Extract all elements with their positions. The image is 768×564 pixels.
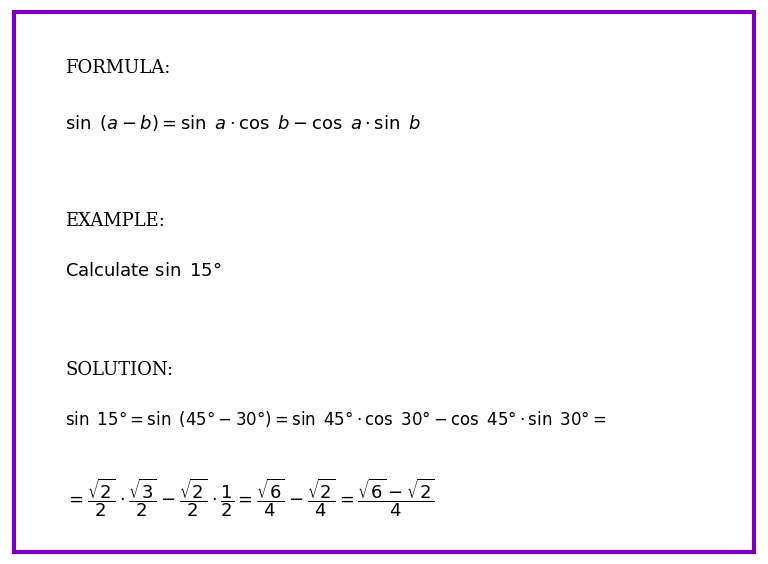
Text: FORMULA:: FORMULA: [65, 59, 170, 77]
Text: SOLUTION:: SOLUTION: [65, 361, 174, 379]
Text: $\sin \ (a - b) = \sin \ a \cdot \cos \ b - \cos \ a \cdot \sin \ b$: $\sin \ (a - b) = \sin \ a \cdot \cos \ … [65, 113, 422, 133]
Text: $\mathrm{Calculate} \ \sin \ 15°$: $\mathrm{Calculate} \ \sin \ 15°$ [65, 262, 222, 280]
Text: $\sin \ 15° = \sin \ (45° - 30°) = \sin \ 45° \cdot \cos \ 30° - \cos \ 45° \cdo: $\sin \ 15° = \sin \ (45° - 30°) = \sin … [65, 409, 607, 429]
Text: $= \dfrac{\sqrt{2}}{2} \cdot \dfrac{\sqrt{3}}{2} - \dfrac{\sqrt{2}}{2} \cdot \df: $= \dfrac{\sqrt{2}}{2} \cdot \dfrac{\sqr… [65, 477, 435, 519]
Text: EXAMPLE:: EXAMPLE: [65, 212, 165, 230]
